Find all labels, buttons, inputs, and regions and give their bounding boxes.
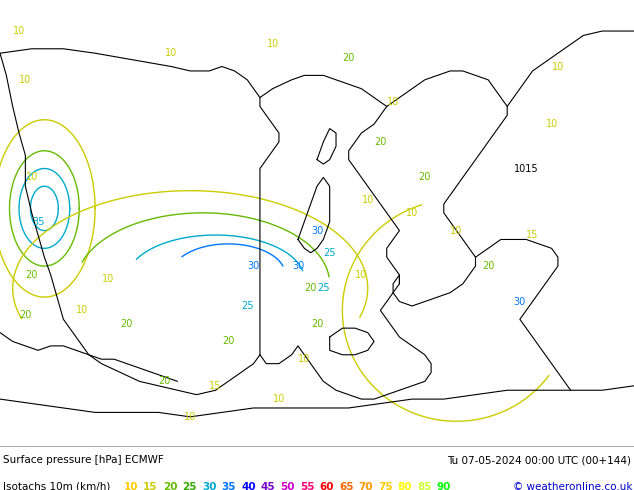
Text: 70: 70 bbox=[359, 482, 373, 490]
Text: 10: 10 bbox=[273, 394, 285, 404]
Text: 30: 30 bbox=[311, 225, 323, 236]
Text: Surface pressure [hPa] ECMWF: Surface pressure [hPa] ECMWF bbox=[3, 455, 164, 465]
Text: 90: 90 bbox=[437, 482, 451, 490]
Text: 10: 10 bbox=[76, 305, 89, 316]
Text: 10: 10 bbox=[266, 39, 279, 49]
Text: 30: 30 bbox=[202, 482, 216, 490]
Text: 10: 10 bbox=[545, 119, 558, 129]
Text: 15: 15 bbox=[209, 381, 222, 391]
Text: 30: 30 bbox=[247, 261, 260, 271]
Text: 65: 65 bbox=[339, 482, 354, 490]
Text: 10: 10 bbox=[387, 97, 399, 107]
Text: 20: 20 bbox=[374, 137, 387, 147]
Text: 55: 55 bbox=[300, 482, 314, 490]
Text: 10: 10 bbox=[25, 172, 38, 182]
Text: Tu 07-05-2024 00:00 UTC (00+144): Tu 07-05-2024 00:00 UTC (00+144) bbox=[447, 455, 631, 465]
Text: 15: 15 bbox=[143, 482, 158, 490]
Text: 20: 20 bbox=[120, 318, 133, 329]
Text: 20: 20 bbox=[482, 261, 495, 271]
Text: 25: 25 bbox=[241, 301, 254, 311]
Text: 10: 10 bbox=[124, 482, 138, 490]
Text: 10: 10 bbox=[355, 270, 368, 280]
Text: 60: 60 bbox=[320, 482, 334, 490]
Text: 10: 10 bbox=[19, 75, 32, 85]
Text: 10: 10 bbox=[184, 412, 197, 422]
Text: 45: 45 bbox=[261, 482, 275, 490]
Text: 10: 10 bbox=[552, 62, 564, 72]
Text: 20: 20 bbox=[222, 337, 235, 346]
Text: 40: 40 bbox=[241, 482, 256, 490]
Text: 80: 80 bbox=[398, 482, 412, 490]
Text: 75: 75 bbox=[378, 482, 393, 490]
Text: 10: 10 bbox=[450, 225, 463, 236]
Text: 20: 20 bbox=[311, 318, 323, 329]
Text: 10: 10 bbox=[101, 274, 114, 284]
Text: 20: 20 bbox=[158, 376, 171, 387]
Text: 15: 15 bbox=[526, 230, 539, 240]
Text: 50: 50 bbox=[280, 482, 295, 490]
Text: 25: 25 bbox=[323, 248, 336, 258]
Text: 20: 20 bbox=[418, 172, 431, 182]
Text: 30: 30 bbox=[292, 261, 304, 271]
Text: 25: 25 bbox=[317, 283, 330, 293]
Text: 20: 20 bbox=[342, 52, 355, 63]
Text: 20: 20 bbox=[304, 283, 317, 293]
Text: 1015: 1015 bbox=[514, 164, 538, 173]
Text: 10: 10 bbox=[165, 48, 178, 58]
Text: 30: 30 bbox=[514, 296, 526, 307]
Text: 10: 10 bbox=[13, 26, 25, 36]
Text: 10: 10 bbox=[406, 208, 418, 218]
Text: 25: 25 bbox=[183, 482, 197, 490]
Text: 10: 10 bbox=[361, 195, 374, 204]
Text: 20: 20 bbox=[19, 310, 32, 320]
Text: 35: 35 bbox=[32, 217, 44, 227]
Text: © weatheronline.co.uk: © weatheronline.co.uk bbox=[514, 482, 633, 490]
Text: Isotachs 10m (km/h): Isotachs 10m (km/h) bbox=[3, 482, 110, 490]
Text: 35: 35 bbox=[221, 482, 236, 490]
Text: 20: 20 bbox=[163, 482, 178, 490]
Text: 20: 20 bbox=[25, 270, 38, 280]
Text: 10: 10 bbox=[298, 354, 311, 364]
Text: 85: 85 bbox=[417, 482, 432, 490]
